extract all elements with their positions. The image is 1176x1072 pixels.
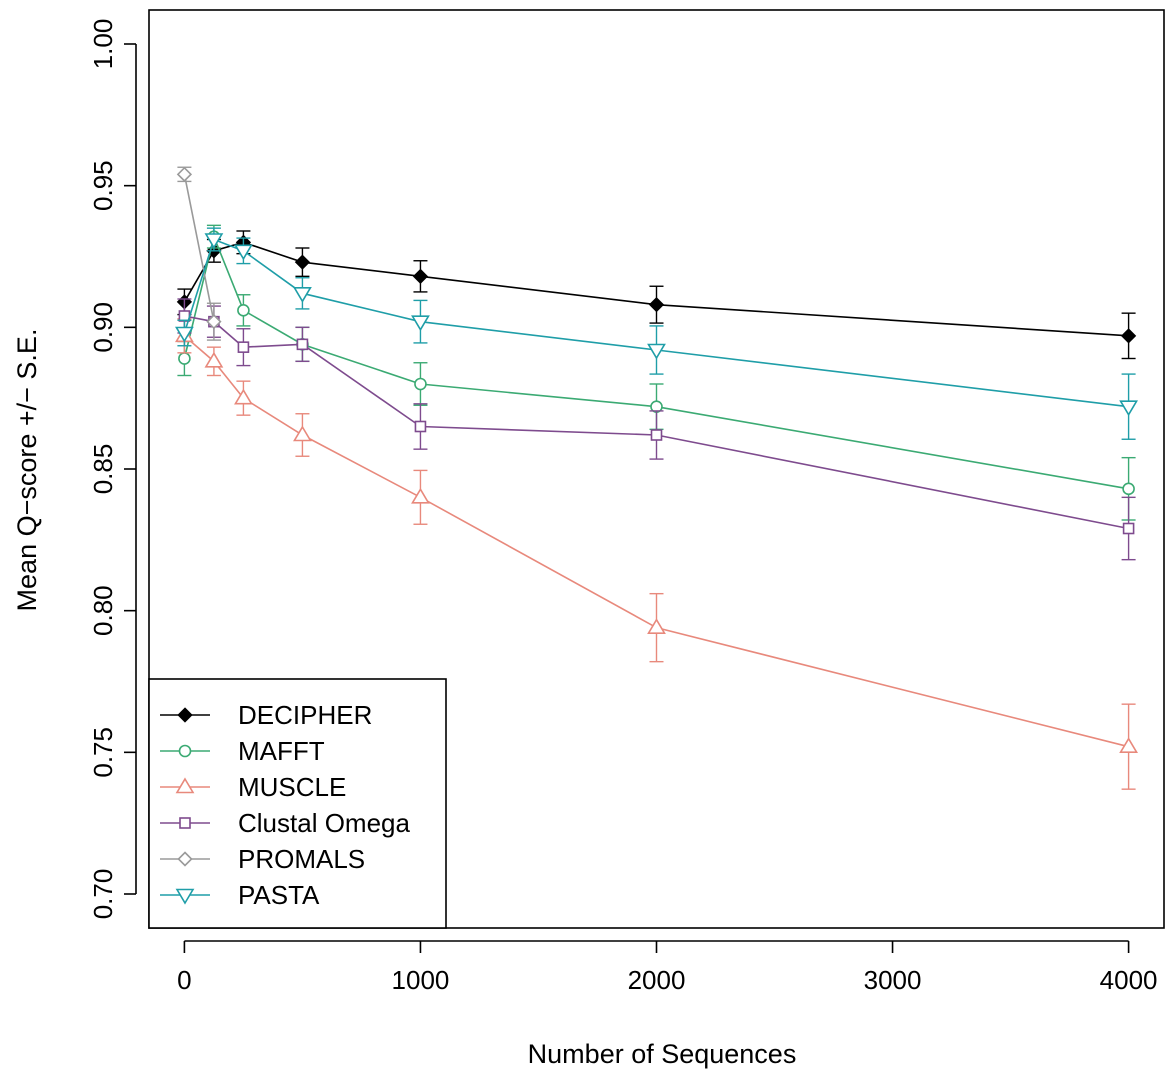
- legend-item-clustal-omega: Clustal Omega: [160, 808, 410, 838]
- data-point-pasta: [204, 233, 224, 250]
- data-point-pasta: [1119, 400, 1138, 417]
- data-point-decipher: [412, 268, 429, 284]
- data-point-pasta: [647, 343, 666, 360]
- data-point-muscle: [647, 618, 666, 634]
- legend-label: PASTA: [238, 880, 320, 910]
- data-point-pasta: [411, 315, 430, 332]
- y-tick-label: 0.70: [88, 869, 118, 920]
- x-tick-label: 2000: [628, 965, 686, 995]
- legend-item-mafft: MAFFT: [160, 736, 325, 766]
- legend-label: MUSCLE: [238, 772, 346, 802]
- data-point-clustal-omega: [1122, 522, 1135, 535]
- legend-item-muscle: MUSCLE: [160, 772, 346, 802]
- data-point-muscle: [1119, 737, 1138, 753]
- data-point-decipher: [294, 254, 311, 270]
- y-axis: 0.70 0.75 0.80 0.85 0.90 0.95 1.00: [88, 19, 137, 920]
- y-tick-label: 0.75: [88, 727, 118, 778]
- x-axis-title: Number of Sequences: [528, 1039, 797, 1069]
- legend-label: MAFFT: [238, 736, 325, 766]
- plot-frame: [148, 9, 1165, 929]
- data-point-mafft: [178, 352, 191, 365]
- legend-item-pasta: PASTA: [160, 880, 320, 910]
- data-point-muscle: [293, 425, 312, 442]
- y-tick-label: 0.95: [88, 160, 118, 211]
- y-axis-title: Mean Q−score +/− S.E.: [12, 329, 42, 612]
- x-tick-label: 0: [177, 965, 191, 995]
- data-point-mafft: [1122, 482, 1135, 496]
- data-point-clustal-omega: [237, 341, 250, 353]
- y-tick-label: 0.90: [88, 302, 118, 353]
- legend-swatch-marker: [177, 707, 193, 723]
- legend: DECIPHER MAFFT MUSCLE Clustal Omega PROMALS P…: [148, 678, 447, 929]
- x-axis: 0 1000 2000 3000 4000: [177, 940, 1158, 995]
- series-pasta: [175, 227, 1138, 440]
- x-tick-label: 3000: [864, 965, 922, 995]
- data-point-mafft: [414, 377, 427, 391]
- legend-item-decipher: DECIPHER: [160, 700, 372, 730]
- plot-area: [148, 9, 1165, 929]
- data-point-muscle: [411, 487, 430, 504]
- data-point-pasta: [234, 244, 253, 261]
- data-point-clustal-omega: [650, 429, 663, 441]
- y-tick-label: 1.00: [88, 19, 118, 70]
- legend-label: DECIPHER: [238, 700, 372, 730]
- legend-box: [148, 678, 447, 929]
- data-point-promals: [176, 166, 193, 182]
- series-line-promals: [183, 174, 215, 322]
- data-point-pasta: [293, 287, 312, 303]
- legend-label: Clustal Omega: [238, 808, 410, 838]
- legend-swatch-marker: [175, 777, 195, 794]
- legend-swatch-marker: [179, 817, 191, 829]
- legend-swatch-marker: [178, 744, 192, 758]
- y-tick-label: 0.80: [88, 585, 118, 636]
- data-point-muscle: [234, 388, 253, 405]
- data-point-mafft: [237, 304, 250, 317]
- series-promals: [176, 166, 222, 341]
- data-point-pasta: [175, 326, 194, 343]
- legend-item-promals: PROMALS: [160, 844, 365, 874]
- data-point-clustal-omega: [296, 338, 309, 351]
- x-tick-label: 4000: [1100, 965, 1158, 995]
- y-tick-label: 0.85: [88, 444, 118, 495]
- data-point-decipher: [648, 297, 665, 313]
- data-point-promals: [206, 314, 222, 330]
- x-tick-label: 1000: [392, 965, 450, 995]
- data-point-muscle: [204, 351, 224, 368]
- legend-swatch-marker: [177, 851, 193, 867]
- legend-label: PROMALS: [238, 844, 365, 874]
- data-point-clustal-omega: [414, 420, 427, 433]
- legend-swatch-marker: [175, 888, 195, 905]
- data-point-decipher: [1120, 328, 1137, 344]
